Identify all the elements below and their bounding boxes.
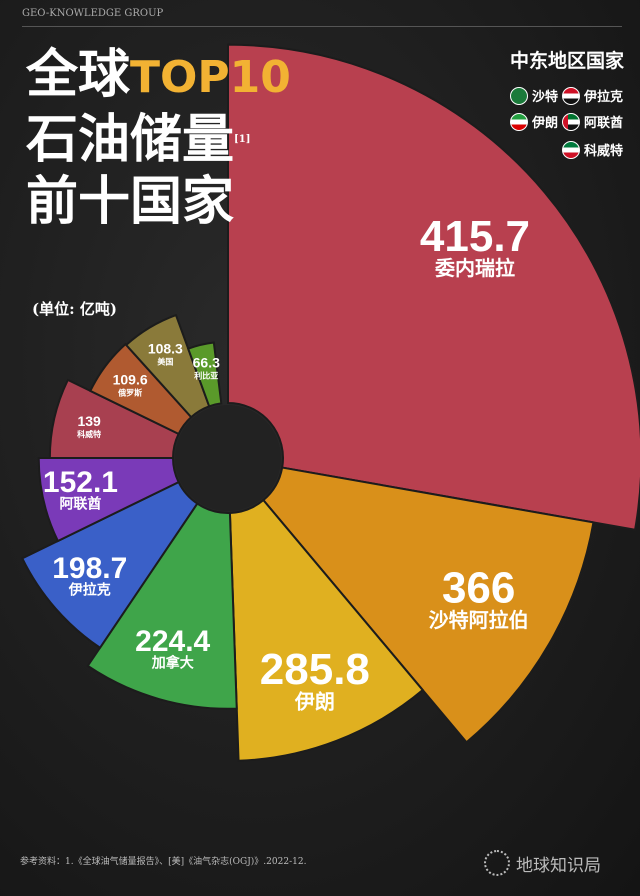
title-line2: 石油储量: [26, 109, 235, 170]
group-label: GEO-KNOWLEDGE GROUP: [22, 8, 164, 19]
uae-flag-icon: [562, 112, 580, 131]
slice-3: [86, 502, 238, 710]
category-label: 沙特阿拉伯: [429, 608, 529, 632]
slice-5: [37, 457, 180, 543]
legend-item: 伊朗: [510, 112, 558, 131]
slice-4: [20, 480, 199, 650]
reference-note: 参考资料：1.《全球油气储量报告》、[美]《油气杂志(OGJ)》.2022-12…: [20, 857, 307, 867]
brand: 地球知识局: [484, 850, 601, 876]
saudi-flag-icon: [510, 86, 528, 105]
legend-title: 中东地区国家: [510, 50, 625, 72]
brand-name: 地球知识局: [516, 855, 601, 876]
value-label: 66.3: [193, 354, 220, 370]
value-label: 152.1: [43, 466, 118, 499]
page-title: 全球TOP10 石油储量[1] 前十国家: [26, 44, 291, 233]
category-label: 科威特: [77, 429, 101, 439]
title-line3: 前十国家: [26, 171, 235, 232]
kuwait-flag-icon: [562, 140, 580, 159]
legend-label: 科威特: [584, 144, 624, 159]
title-highlight: TOP10: [130, 52, 291, 103]
category-label: 阿联酋: [59, 496, 101, 513]
slice-2: [228, 498, 425, 762]
brand-logo-icon: [484, 850, 510, 876]
slice-6: [48, 378, 180, 459]
value-label: 198.7: [52, 552, 127, 585]
unit-label: (单位: 亿吨): [32, 300, 117, 318]
iran-flag-icon: [510, 112, 528, 131]
legend-item: 科威特: [562, 140, 623, 159]
slice-9: [186, 341, 223, 408]
value-label: 109.6: [113, 371, 148, 387]
legend: 中东地区国家: [510, 46, 624, 81]
legend-item: 伊拉克: [562, 86, 623, 105]
slice-0: [227, 43, 640, 531]
iraq-flag-icon: [562, 86, 580, 105]
category-label: 委内瑞拉: [434, 256, 515, 280]
category-label: 俄罗斯: [117, 387, 142, 397]
legend-label: 伊朗: [532, 116, 559, 131]
category-label: 加拿大: [151, 654, 194, 671]
value-label: 139: [77, 413, 101, 429]
category-label: 美国: [157, 357, 173, 367]
legend-label: 阿联酋: [584, 116, 624, 131]
category-label: 伊朗: [294, 689, 335, 713]
title-prefix: 全球: [26, 44, 131, 105]
value-label: 108.3: [148, 341, 183, 357]
center-pumpjack-icon: [175, 405, 281, 511]
legend-label: 伊拉克: [584, 90, 624, 105]
legend-item: 沙特: [510, 86, 558, 105]
value-label: 415.7: [420, 212, 530, 261]
slice-8: [124, 313, 211, 419]
value-label: 285.8: [260, 645, 370, 694]
divider: [22, 26, 622, 27]
slice-7: [89, 342, 193, 436]
category-label: 伊拉克: [68, 582, 111, 599]
category-label: 利比亚: [193, 370, 218, 380]
legend-item: 阿联酋: [562, 112, 623, 131]
slice-1: [261, 466, 595, 744]
legend-label: 沙特: [532, 90, 559, 105]
value-label: 224.4: [135, 625, 210, 658]
value-label: 366: [442, 564, 515, 613]
footnote-mark: [1]: [234, 134, 251, 145]
